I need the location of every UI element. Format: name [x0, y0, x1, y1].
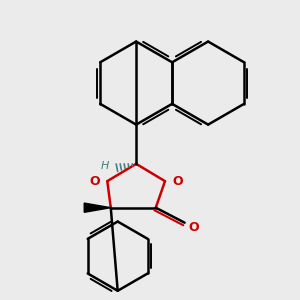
Text: O: O	[89, 175, 100, 188]
Text: O: O	[188, 221, 199, 234]
Text: O: O	[172, 175, 183, 188]
Text: H: H	[101, 161, 109, 171]
Polygon shape	[84, 203, 111, 212]
